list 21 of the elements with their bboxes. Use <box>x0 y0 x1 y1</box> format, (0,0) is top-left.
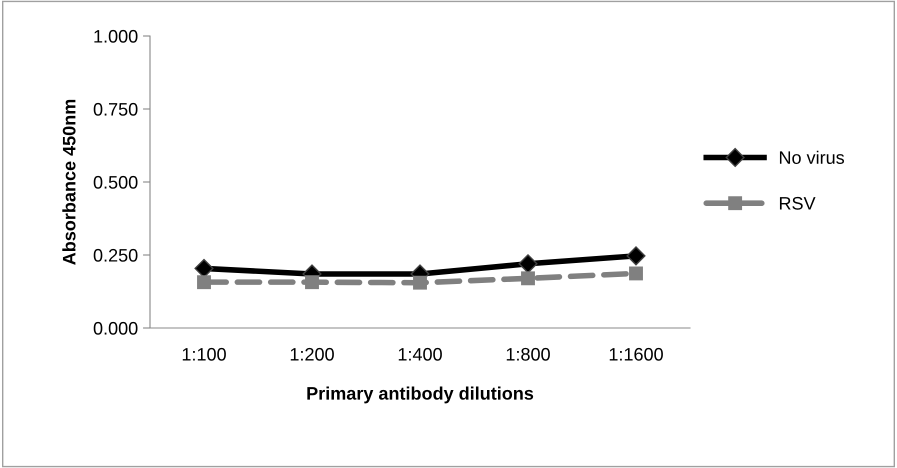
legend-label: No virus <box>780 150 844 164</box>
legend-label: RSV <box>780 196 816 210</box>
x-tick-label: 1:1600 <box>610 348 663 361</box>
point <box>626 246 646 266</box>
point <box>197 275 211 290</box>
point <box>305 275 319 290</box>
y-tick-label: 0.250 <box>94 248 138 262</box>
point <box>518 254 538 274</box>
y-tick-label: 1.000 <box>94 30 138 43</box>
x-tick-label: 1:100 <box>182 348 226 361</box>
point <box>521 271 535 286</box>
y-tick-label: 0.500 <box>94 176 138 189</box>
y-tick-label: 0.750 <box>94 102 138 116</box>
point <box>413 276 427 290</box>
y-axis-title: Absorbance 450nm <box>62 100 76 265</box>
y-tick-label: 0.000 <box>94 322 138 335</box>
x-axis-title: Primary antibody dilutions <box>307 386 534 404</box>
point <box>629 266 643 280</box>
x-tick-label: 1:800 <box>506 348 550 361</box>
x-tick-label: 1:200 <box>290 348 334 361</box>
x-tick-label: 1:400 <box>398 348 442 361</box>
